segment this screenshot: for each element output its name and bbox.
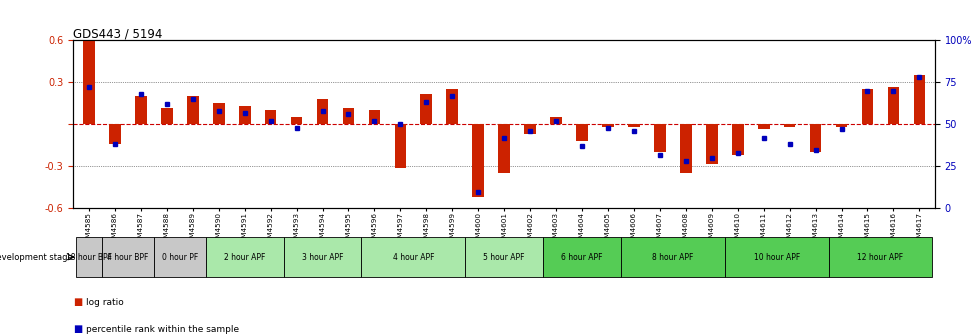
Text: development stage: development stage <box>0 253 72 261</box>
Bar <box>601 124 613 127</box>
Text: ■: ■ <box>73 297 82 307</box>
Bar <box>543 237 620 277</box>
Text: GDS443 / 5194: GDS443 / 5194 <box>73 27 162 40</box>
Bar <box>498 124 510 173</box>
Bar <box>576 124 587 141</box>
Text: 5 hour APF: 5 hour APF <box>483 253 524 261</box>
Bar <box>342 108 354 124</box>
Bar <box>76 237 102 277</box>
Bar <box>680 124 691 173</box>
Bar <box>160 108 172 124</box>
Bar <box>835 124 847 127</box>
Bar <box>472 124 483 197</box>
Text: 10 hour APF: 10 hour APF <box>753 253 799 261</box>
Bar <box>724 237 827 277</box>
Bar <box>628 124 639 127</box>
Bar <box>212 103 224 124</box>
Bar <box>620 237 724 277</box>
Text: 12 hour APF: 12 hour APF <box>857 253 903 261</box>
Bar <box>369 110 379 124</box>
Text: 2 hour APF: 2 hour APF <box>224 253 265 261</box>
Bar <box>653 124 665 152</box>
Bar <box>154 237 205 277</box>
Bar <box>446 89 458 124</box>
Text: 4 hour APF: 4 hour APF <box>392 253 433 261</box>
Bar <box>887 86 899 124</box>
Text: percentile rank within the sample: percentile rank within the sample <box>86 325 239 334</box>
Bar <box>239 106 250 124</box>
Text: 0 hour PF: 0 hour PF <box>161 253 198 261</box>
Text: 8 hour APF: 8 hour APF <box>651 253 692 261</box>
Bar <box>524 124 535 134</box>
Bar <box>465 237 543 277</box>
Bar <box>187 96 199 124</box>
Bar <box>809 124 821 152</box>
Text: 6 hour APF: 6 hour APF <box>560 253 602 261</box>
Text: 18 hour BPF: 18 hour BPF <box>66 253 111 261</box>
Bar <box>732 124 743 155</box>
Text: ■: ■ <box>73 324 82 334</box>
Bar <box>264 110 276 124</box>
Bar <box>109 124 120 144</box>
Bar <box>421 93 431 124</box>
Text: log ratio: log ratio <box>86 298 124 307</box>
Bar <box>316 99 328 124</box>
Text: 3 hour APF: 3 hour APF <box>301 253 343 261</box>
Bar <box>861 89 872 124</box>
Bar <box>135 96 147 124</box>
Bar <box>284 237 361 277</box>
Bar <box>912 75 924 124</box>
Bar <box>290 117 302 124</box>
Bar <box>205 237 284 277</box>
Bar <box>783 124 795 127</box>
Bar <box>83 40 95 124</box>
Bar <box>102 237 154 277</box>
Bar <box>827 237 931 277</box>
Bar <box>394 124 406 168</box>
Text: 4 hour BPF: 4 hour BPF <box>108 253 149 261</box>
Bar <box>705 124 717 164</box>
Bar <box>757 124 769 128</box>
Bar <box>550 117 561 124</box>
Bar <box>361 237 465 277</box>
